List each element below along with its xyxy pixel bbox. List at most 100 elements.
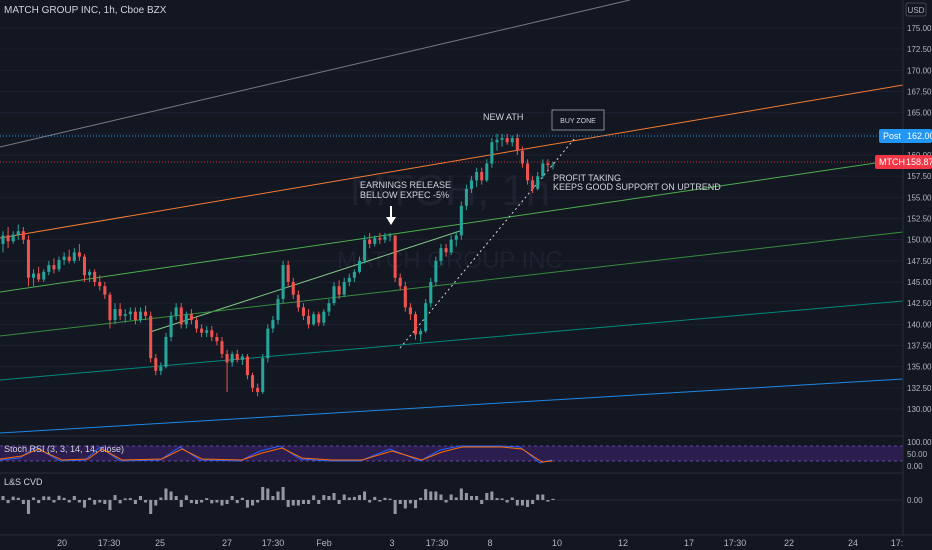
candle-body (98, 282, 102, 287)
x-tick-label: 17:30 (98, 538, 121, 548)
cvd-bar (189, 500, 193, 504)
cvd-bar (138, 496, 143, 500)
cvd-bar (434, 491, 438, 500)
x-tick-label: 10 (552, 538, 562, 548)
cvd-bar (174, 496, 178, 500)
trend-line-teal (0, 300, 904, 381)
candle-body (485, 163, 489, 181)
candle-body (347, 277, 351, 282)
time-axis[interactable]: 20 17:30 25 27 17:30 Feb 3 17:30 8 10 12 17 17:30 22 2… (0, 534, 932, 548)
candle-body (194, 320, 199, 329)
candle-body (403, 286, 407, 308)
cvd-bar (347, 497, 351, 500)
candle-body (16, 231, 20, 235)
cvd-bar (6, 500, 10, 504)
candle-body (11, 234, 15, 242)
y-tick-label: 165.00 (907, 109, 932, 118)
cvd-bar (1, 496, 5, 500)
candle-body (434, 260, 438, 282)
post-label: Post (883, 131, 902, 141)
annotation-buy-zone: BUY ZONE (560, 118, 596, 125)
symbol-title[interactable]: MATCH GROUP INC, 1h, Cboe BZX (4, 5, 167, 16)
annotation-new-ath: NEW ATH (483, 112, 523, 122)
cvd-bar (388, 498, 392, 500)
candle-body (271, 320, 275, 329)
candle-body (225, 353, 229, 363)
candle-body (378, 237, 382, 240)
cvd-bar (184, 495, 188, 500)
cvd-bar (82, 500, 87, 508)
candle-body (546, 163, 550, 166)
cvd-bar (47, 496, 51, 500)
candle-body (419, 331, 423, 335)
cvd-bar (194, 500, 199, 504)
cvd-bar (210, 500, 214, 504)
candle-body (332, 286, 336, 304)
candle-body (398, 277, 402, 287)
y-tick-label: 130.00 (907, 405, 932, 414)
cvd-bar (485, 493, 489, 500)
x-tick-label: 17: (891, 538, 904, 548)
cvd-bar (449, 494, 453, 500)
price-axis[interactable]: USD 130.00 132.50 135.00 137.50 140.00 142.50… (875, 0, 932, 550)
watermark-ticker: MTCH, 1h (350, 166, 550, 215)
candle-body (424, 303, 428, 332)
candle-body (551, 164, 555, 166)
cvd-bar (429, 491, 433, 500)
cvd-bar (205, 498, 209, 500)
candle-body (459, 205, 463, 236)
candle-body (383, 236, 387, 240)
candle-body (169, 315, 173, 338)
cvd-bar (266, 488, 270, 500)
cvd-label: L&S CVD (4, 477, 43, 487)
x-tick-label: 17:30 (724, 538, 747, 548)
candle-body (413, 314, 418, 335)
y-tick-label: 135.00 (907, 363, 932, 372)
candle-body (174, 307, 178, 316)
y-tick-label: 147.50 (907, 257, 932, 266)
y-tick-label: 172.50 (907, 45, 932, 54)
cvd-bar (291, 500, 295, 506)
cvd-bar (301, 500, 305, 504)
annotation-earnings-line1: EARNINGS RELEASE (360, 180, 451, 190)
cvd-bar (261, 487, 265, 500)
y-tick-label: 170.00 (907, 66, 932, 75)
candle-body (475, 171, 479, 181)
cvd-bar (536, 494, 540, 500)
cvd-bar (72, 496, 76, 500)
trend-line-blue (0, 378, 904, 434)
trend-line-lightgreen (149, 230, 461, 333)
cvd-bar (413, 500, 418, 509)
cvd-bar (322, 495, 326, 500)
annotation-profit-line2: KEEPS GOOD SUPPORT ON UPTREND (553, 182, 721, 192)
candle-body (281, 265, 285, 299)
cvd-bar (398, 500, 402, 504)
candle-group (1, 133, 555, 397)
annotations: EARNINGS RELEASE BELLOW EXPEC -5% NEW AT… (360, 109, 721, 225)
y-tick-label: 145.00 (907, 278, 932, 287)
cvd-bar (169, 491, 173, 500)
candle-body (388, 235, 392, 237)
candle-body (235, 353, 239, 360)
cvd-bar (21, 500, 25, 504)
candle-body (510, 138, 514, 143)
candle-body (220, 341, 224, 354)
candle-body (32, 273, 36, 278)
candle-body (520, 150, 524, 164)
cvd-bar (317, 500, 321, 504)
y-tick-label: 152.50 (907, 215, 932, 224)
candle-body (449, 239, 453, 253)
cvd-bar (149, 500, 153, 514)
candle-body (393, 235, 397, 278)
candle-body (495, 139, 499, 143)
cvd-bar (520, 500, 524, 506)
candle-body (240, 356, 244, 360)
candle-body (21, 231, 25, 240)
cvd-bar (495, 498, 499, 500)
candle-body (67, 256, 71, 261)
candle-body (301, 307, 305, 316)
candle-body (500, 138, 504, 140)
candle-body (205, 330, 209, 333)
